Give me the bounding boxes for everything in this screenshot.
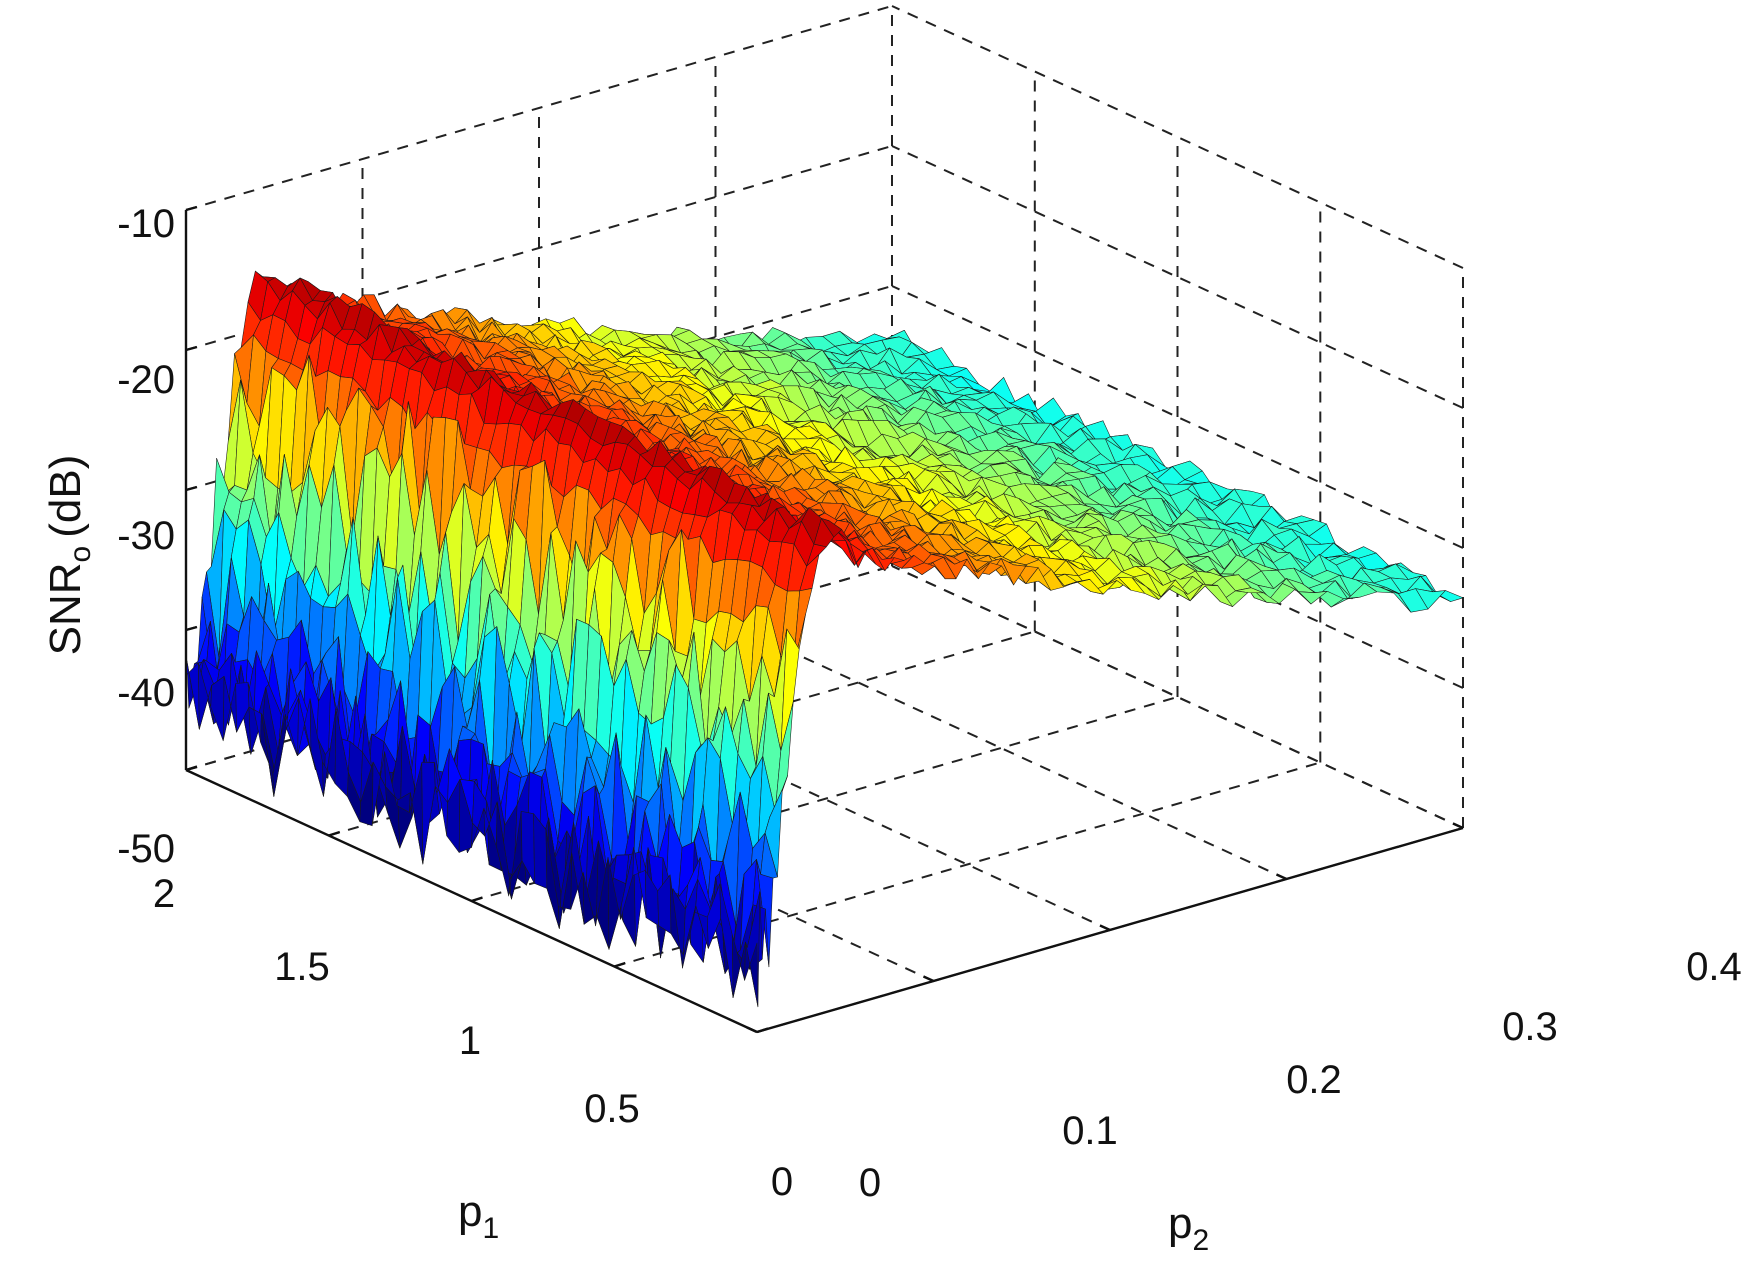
wall-grid-line — [891, 145, 1464, 409]
y-tick-label: 1.5 — [274, 945, 330, 989]
x-tick-mark — [923, 975, 934, 983]
x-axis-label: p2 — [1168, 1199, 1209, 1257]
y-tick-mark — [613, 961, 626, 968]
z-tick-mark — [185, 625, 198, 632]
wall-grid-line — [891, 5, 1464, 269]
surface-cell — [744, 941, 759, 1008]
z-tick-label: -40 — [117, 671, 175, 715]
surface-plot — [185, 270, 1464, 1008]
axes — [184, 205, 1464, 1034]
y-tick-mark — [185, 765, 198, 772]
x-tick-mark — [1452, 822, 1464, 830]
x-tick-mark — [746, 1026, 758, 1034]
floor-grid-line — [715, 616, 1287, 880]
z-tick-label: -10 — [117, 202, 175, 246]
x-tick-label: 0.4 — [1686, 945, 1742, 989]
x-tick-label: 0.3 — [1502, 1005, 1558, 1049]
z-tick-mark — [185, 345, 198, 352]
wall-grid-line — [891, 565, 1464, 829]
z-tick-mark — [185, 485, 198, 492]
y-tick-label: 1 — [459, 1019, 481, 1063]
surface-cell — [210, 676, 225, 742]
y-tick-mark — [756, 1027, 769, 1034]
z-tick-label: -50 — [117, 827, 175, 871]
y-axis-label: p1 — [458, 1187, 499, 1245]
z-axis-label: SNRo(dB) — [41, 455, 97, 656]
y-tick-mark — [471, 896, 483, 903]
y-tick-label: 2 — [153, 872, 175, 916]
x-tick-label: 0 — [859, 1161, 881, 1205]
x-tick-mark — [1276, 873, 1287, 881]
z-tick-label: -30 — [117, 514, 175, 558]
z-tick-mark — [185, 205, 198, 212]
z-tick-label: -20 — [117, 358, 175, 402]
x-tick-label: 0.1 — [1062, 1109, 1118, 1153]
wall-grid-line — [185, 5, 893, 211]
y-tick-mark — [328, 830, 341, 837]
y-tick-label: 0.5 — [584, 1087, 640, 1131]
x-tick-mark — [1099, 924, 1111, 932]
x-tick-label: 0.2 — [1286, 1058, 1342, 1102]
y-tick-label: 0 — [771, 1160, 793, 1204]
wall-grid-line — [891, 285, 1464, 549]
